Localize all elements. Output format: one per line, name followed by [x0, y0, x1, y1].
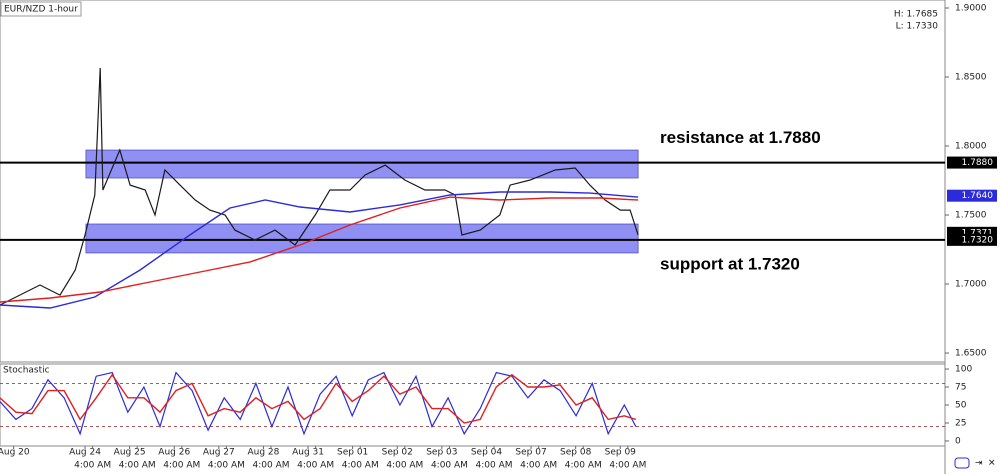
cross-icon[interactable]: ✕ [988, 459, 996, 469]
price-tag-label: 1.7640 [962, 191, 994, 201]
x-tick-label: Aug 28 [247, 448, 279, 458]
series-line [0, 191, 639, 309]
x-tick-label: 4:00 AM [609, 461, 646, 471]
x-tick-label: 4:00 AM [520, 461, 557, 471]
level-annotation: resistance at 1.7880 [660, 128, 821, 147]
y-tick-label: 1.6500 [955, 349, 987, 359]
x-tick-label: Aug 24 [69, 448, 101, 458]
title-box [0, 1, 82, 17]
x-tick-label: 4:00 AM [476, 461, 513, 471]
series-line [0, 67, 639, 306]
y-tick-label: 100 [955, 365, 972, 375]
x-tick-label: Sep 09 [605, 448, 637, 458]
x-tick-label: Aug 26 [158, 448, 190, 458]
x-tick-label: Sep 07 [515, 448, 546, 458]
y-tick-label: 50 [955, 401, 967, 411]
y-tick-label: 75 [955, 383, 966, 393]
x-tick-label: 4:00 AM [565, 461, 602, 471]
stochastic-title: Stochastic [3, 366, 50, 376]
link-icon[interactable] [954, 457, 970, 469]
x-tick-label: Sep 01 [337, 448, 368, 458]
x-tick-label: 4:00 AM [208, 461, 245, 471]
price-tag [947, 156, 997, 169]
x-tick-label: 4:00 AM [386, 461, 423, 471]
x-tick-label: 4:00 AM [342, 461, 379, 471]
x-tick-label: Aug 20 [0, 448, 30, 458]
price-panel [0, 0, 946, 363]
y-tick-label: 1.9000 [955, 4, 987, 14]
series-line [0, 196, 639, 303]
low-label: L: 1.7330 [896, 22, 939, 32]
x-tick-label: Sep 08 [560, 448, 592, 458]
zone [85, 223, 639, 254]
x-tick-label: 4:00 AM [163, 461, 200, 471]
x-tick-label: Aug 27 [203, 448, 235, 458]
price-tag-label: 1.7320 [962, 235, 994, 245]
price-tag [947, 233, 997, 246]
arrow-icon[interactable]: ⇥ [975, 459, 983, 469]
high-label: H: 1.7685 [894, 10, 938, 20]
y-tick-label: 1.8000 [955, 142, 987, 152]
x-tick-label: Aug 31 [292, 448, 324, 458]
x-tick-label: 4:00 AM [253, 461, 290, 471]
x-tick-label: 4:00 AM [431, 461, 468, 471]
y-tick-label: 1.7500 [955, 211, 987, 221]
y-tick-label: 25 [955, 418, 966, 428]
series-line [0, 373, 637, 424]
x-tick-label: Sep 04 [471, 448, 503, 458]
y-tick-label: 0 [955, 436, 961, 446]
y-tick-label: 1.8500 [955, 73, 987, 83]
series-line [0, 371, 637, 436]
stochastic-panel [0, 363, 946, 447]
x-tick-label: 4:00 AM [119, 461, 156, 471]
x-tick-label: 4:00 AM [297, 461, 334, 471]
price-tag-label: 1.7880 [962, 158, 994, 168]
price-tag [947, 189, 997, 202]
x-tick-label: Sep 02 [382, 448, 413, 458]
level-annotation: support at 1.7320 [660, 254, 800, 273]
y-tick-label: 1.7000 [955, 280, 987, 290]
price-tag-label: 1.7371 [962, 228, 994, 238]
chart-title: EUR/NZD 1-hour [4, 5, 78, 15]
plot-layer: 1.9000 1.8500 1.8000 1.7500 1.7000 1.6500 resi… [0, 4, 987, 446]
x-tick-label: 4:00 AM [74, 461, 111, 471]
x-tick-label: Aug 25 [114, 448, 146, 458]
x-tick-label: Sep 03 [426, 448, 457, 458]
